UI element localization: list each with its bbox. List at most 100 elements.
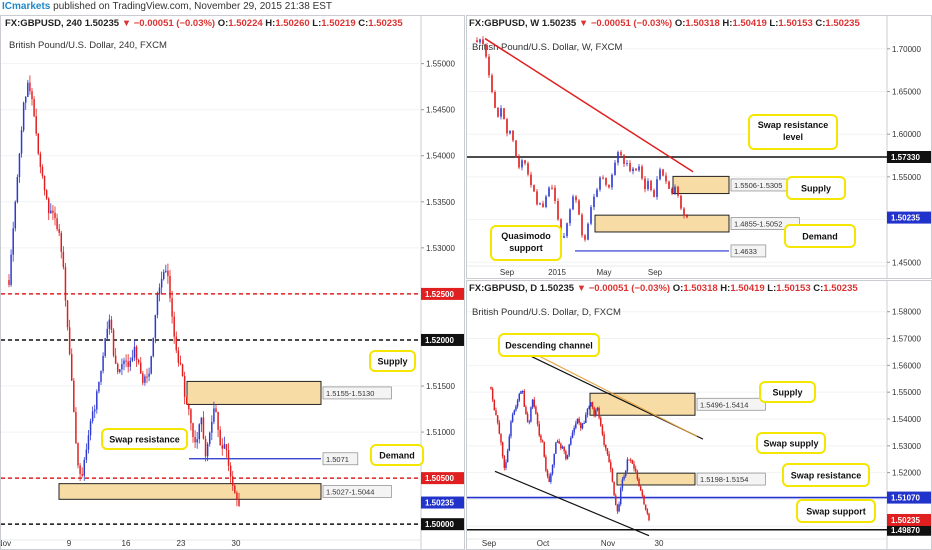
change-value: ▼ −0.00051 (−0.03%) [576, 283, 671, 294]
candle-body [500, 108, 502, 117]
candle-body [609, 462, 612, 470]
candle-body [674, 186, 676, 194]
candle-body [581, 214, 583, 236]
candle-body [546, 470, 549, 477]
x-tick-label: 30 [232, 539, 241, 548]
y-tick-label: 1.58000 [892, 308, 921, 317]
candle-body [515, 140, 517, 158]
zone-label-box [696, 472, 766, 486]
candle-body [81, 473, 83, 476]
y-tick-label: 1.54000 [892, 415, 921, 424]
ray-label-box [322, 452, 359, 466]
ray-label-box [730, 244, 767, 258]
candle-body [219, 429, 221, 446]
last-price-tag-box [887, 513, 931, 526]
candle-body [169, 275, 171, 299]
candle-body [616, 504, 619, 512]
candle-body [551, 464, 554, 474]
candle-body [588, 406, 590, 409]
candle-body [590, 402, 592, 407]
candle-body [482, 39, 484, 45]
candle-body [575, 423, 577, 428]
candle-body [677, 186, 679, 196]
candle-body [8, 280, 10, 285]
candle-body [60, 232, 63, 252]
y-tick-label: 1.56000 [892, 361, 921, 370]
candle-body [87, 435, 90, 450]
candle-body [16, 177, 19, 202]
high-value: 1.50419 [732, 18, 767, 29]
candle-body [77, 443, 79, 466]
candle-body [510, 421, 512, 437]
low-value: 1.50153 [776, 283, 811, 294]
x-tick-label: 9 [67, 539, 72, 548]
chart-svg-weekly[interactable]: 1.700001.650001.600001.550001.500001.450… [467, 16, 931, 278]
callout-box [759, 381, 816, 403]
candle-body [584, 235, 586, 240]
candle-body [636, 471, 639, 480]
candle-body [536, 413, 539, 425]
candle-body [566, 455, 569, 459]
high-value: 1.50419 [730, 283, 765, 294]
candle-body [644, 178, 646, 190]
candle-body [538, 424, 540, 436]
callout-box [796, 499, 876, 523]
x-tick-label: Nov [601, 539, 615, 548]
candle-body [576, 418, 579, 424]
chart-svg-h4[interactable]: 1.55000 1.54500 1.54000 1.53500 1.53000 1.525… [1, 16, 464, 549]
chart-title: British Pound/U.S. Dollar, 240, FXCM [9, 40, 167, 51]
candle-body [618, 504, 620, 512]
zone-supply [589, 392, 696, 416]
last-price: 1.50235 [539, 283, 575, 294]
candle-body [229, 465, 232, 477]
candle-body [56, 218, 58, 230]
candle-body [683, 208, 685, 216]
candle-body [505, 462, 507, 468]
candle-body [523, 390, 526, 407]
candle-body [129, 360, 132, 367]
callout-label: Swap resistance [109, 435, 180, 445]
candle-body [10, 254, 12, 285]
x-tick-label: 16 [122, 539, 131, 548]
y-tick-label: 1.54000 [426, 152, 455, 161]
zone-supply [186, 380, 322, 405]
price-tag-box [887, 491, 931, 504]
candle-body [50, 210, 52, 214]
chart-panel-daily[interactable]: FX:GBPUSD, D 1.50235 ▼ −0.00051 (−0.03%)… [466, 280, 932, 550]
candle-body [158, 287, 161, 294]
candle-body [188, 404, 190, 410]
brand-link[interactable]: ICmarkets [2, 1, 51, 12]
candle-body [488, 56, 490, 76]
candle-body [595, 410, 597, 416]
candle-body [590, 207, 592, 224]
candle-body [47, 198, 50, 214]
chart-title: British Pound/U.S. Dollar, D, FXCM [472, 307, 621, 318]
candle-body [479, 39, 481, 43]
candle-body [623, 155, 625, 165]
chart-panel-weekly[interactable]: FX:GBPUSD, W 1.50235 ▼ −0.00051 (−0.03%)… [466, 15, 932, 279]
candle-body [83, 459, 86, 476]
zone-demand [594, 214, 730, 233]
candle-body [585, 414, 587, 423]
callout-label: support [509, 243, 543, 253]
candle-body [500, 433, 502, 443]
callout-box [782, 463, 870, 487]
callout-label: Quasimodo [501, 231, 551, 241]
candle-body [578, 418, 580, 423]
candle-body [580, 422, 582, 429]
candle-body [85, 449, 88, 460]
change-value: ▼ −0.00051 (−0.03%) [121, 18, 216, 29]
candle-body [528, 421, 531, 423]
candle-body [142, 373, 144, 383]
zone-label-box [730, 217, 800, 230]
callout-label: Swap resistance [791, 471, 862, 481]
last-price-tag: 1.50235 [425, 499, 454, 508]
candle-body [490, 386, 492, 389]
chart-panel-h4[interactable]: FX:GBPUSD, 240 1.50235 ▼ −0.00051 (−0.03… [0, 15, 465, 550]
candle-body [648, 513, 650, 521]
candle-body [586, 408, 589, 415]
candle-body [530, 174, 532, 186]
candle-body [152, 337, 155, 357]
candle-body [133, 346, 136, 358]
chart-svg-daily[interactable]: 1.58000 1.57000 1.56000 1.55000 1.54000 1.530… [467, 281, 931, 549]
